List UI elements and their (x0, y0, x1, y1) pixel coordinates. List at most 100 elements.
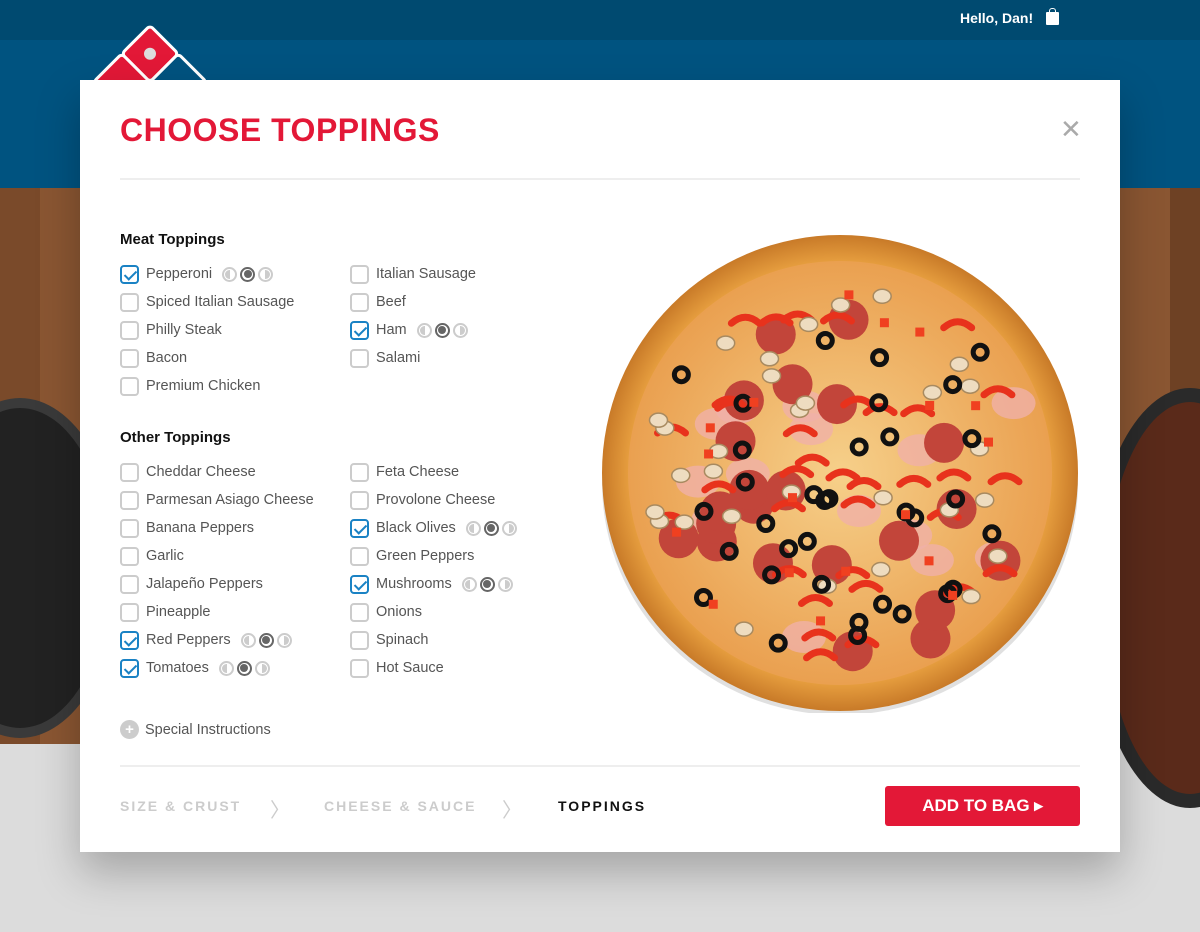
mushroom-slice (674, 514, 694, 530)
toppings-modal: CHOOSE TOPPINGS ✕ Meat Toppings Other To… (80, 80, 1120, 852)
topping-cheddar-cheese[interactable]: Cheddar Cheese (120, 462, 256, 482)
checkbox[interactable] (120, 490, 139, 510)
checkbox[interactable] (350, 490, 369, 510)
close-icon[interactable]: ✕ (1060, 114, 1082, 144)
checkbox[interactable] (350, 348, 369, 368)
mushroom-slice (873, 489, 893, 506)
shopping-bag-icon[interactable] (1046, 8, 1059, 25)
topping-red-peppers[interactable]: Red Peppers (120, 630, 292, 650)
checkbox[interactable] (120, 292, 139, 312)
step-toppings[interactable]: TOPPINGS (558, 798, 647, 814)
checkbox[interactable] (120, 348, 139, 368)
topping-garlic[interactable]: Garlic (120, 546, 184, 566)
right-half-icon[interactable] (497, 576, 513, 592)
checkbox[interactable] (120, 574, 139, 594)
step-size-crust[interactable]: SIZE & CRUST (120, 798, 242, 814)
mushroom-slice (961, 588, 981, 605)
right-half-icon[interactable] (501, 520, 517, 536)
topping-beef[interactable]: Beef (350, 292, 406, 312)
special-instructions-label: Special Instructions (145, 721, 271, 738)
topping-hot-sauce[interactable]: Hot Sauce (350, 658, 444, 678)
topping-salami[interactable]: Salami (350, 348, 420, 368)
topping-pepperoni[interactable]: Pepperoni (120, 264, 274, 284)
special-instructions-button[interactable]: + Special Instructions (120, 720, 271, 739)
checkbox[interactable] (120, 546, 139, 566)
step-cheese-sauce[interactable]: CHEESE & SAUCE (324, 798, 477, 814)
whole-pizza-icon[interactable] (434, 322, 450, 338)
checkbox[interactable] (350, 518, 369, 538)
red-pepper-strip (980, 385, 1016, 399)
topping-jalape-o-peppers[interactable]: Jalapeño Peppers (120, 574, 263, 594)
topping-banana-peppers[interactable]: Banana Peppers (120, 518, 254, 538)
whole-pizza-icon[interactable] (240, 266, 256, 282)
checkbox[interactable] (120, 518, 139, 538)
black-olive (797, 531, 817, 551)
checkbox[interactable] (350, 630, 369, 650)
topping-provolone-cheese[interactable]: Provolone Cheese (350, 490, 495, 510)
black-olive (768, 633, 788, 653)
checkbox[interactable] (120, 320, 139, 340)
checkbox[interactable] (350, 602, 369, 622)
tomato-dice (915, 327, 925, 337)
right-half-icon[interactable] (276, 632, 292, 648)
left-half-icon[interactable] (240, 632, 256, 648)
topping-mushrooms[interactable]: Mushrooms (350, 574, 513, 594)
checkbox[interactable] (120, 630, 139, 650)
right-half-icon[interactable] (254, 660, 270, 676)
checkbox[interactable] (120, 658, 139, 678)
topping-tomatoes[interactable]: Tomatoes (120, 658, 270, 678)
topping-feta-cheese[interactable]: Feta Cheese (350, 462, 459, 482)
topping-ham[interactable]: Ham (350, 320, 468, 340)
topping-label: Italian Sausage (376, 266, 476, 282)
topping-parmesan-asiago-cheese[interactable]: Parmesan Asiago Cheese (120, 490, 314, 510)
chevron-right-icon: 〉 (502, 798, 522, 822)
left-half-icon[interactable] (465, 520, 481, 536)
checkbox[interactable] (350, 546, 369, 566)
whole-pizza-icon[interactable] (483, 520, 499, 536)
topping-onions[interactable]: Onions (350, 602, 422, 622)
red-pepper-strip (794, 453, 830, 467)
checkbox[interactable] (350, 658, 369, 678)
topping-label: Salami (376, 350, 421, 366)
whole-pizza-icon[interactable] (479, 576, 495, 592)
checkbox[interactable] (120, 376, 139, 396)
checkbox[interactable] (350, 320, 369, 340)
topping-spinach[interactable]: Spinach (350, 630, 428, 650)
checkbox[interactable] (120, 462, 139, 482)
topping-label: Black Olives (376, 520, 456, 536)
topping-spiced-italian-sausage[interactable]: Spiced Italian Sausage (120, 292, 294, 312)
tomato-dice (841, 566, 851, 576)
black-olive (732, 440, 752, 460)
whole-pizza-icon[interactable] (258, 632, 274, 648)
left-half-icon[interactable] (416, 322, 432, 338)
black-olive (812, 574, 832, 594)
checkbox[interactable] (350, 462, 369, 482)
black-olive (849, 437, 869, 457)
left-half-icon[interactable] (218, 660, 234, 676)
add-to-bag-button[interactable]: ADD TO BAG ▸ (885, 786, 1080, 826)
topping-bacon[interactable]: Bacon (120, 348, 187, 368)
user-greeting[interactable]: Hello, Dan! (960, 10, 1034, 26)
right-half-icon[interactable] (258, 266, 274, 282)
mushroom-slice (761, 368, 782, 384)
checkbox[interactable] (350, 292, 369, 312)
placement-selector (240, 632, 292, 648)
topping-label: Premium Chicken (146, 378, 261, 394)
topping-italian-sausage[interactable]: Italian Sausage (350, 264, 476, 284)
whole-pizza-icon[interactable] (236, 660, 252, 676)
left-half-icon[interactable] (222, 266, 238, 282)
red-pepper-strip (896, 474, 932, 488)
checkbox[interactable] (350, 574, 369, 594)
checkbox[interactable] (120, 602, 139, 622)
left-half-icon[interactable] (461, 576, 477, 592)
topping-black-olives[interactable]: Black Olives (350, 518, 517, 538)
topping-philly-steak[interactable]: Philly Steak (120, 320, 222, 340)
right-half-icon[interactable] (452, 322, 468, 338)
topping-green-peppers[interactable]: Green Peppers (350, 546, 474, 566)
checkbox[interactable] (350, 264, 369, 284)
black-olive (756, 514, 776, 534)
topping-pineapple[interactable]: Pineapple (120, 602, 211, 622)
checkbox[interactable] (120, 264, 139, 284)
red-pepper-strip (900, 404, 936, 418)
topping-premium-chicken[interactable]: Premium Chicken (120, 376, 260, 396)
